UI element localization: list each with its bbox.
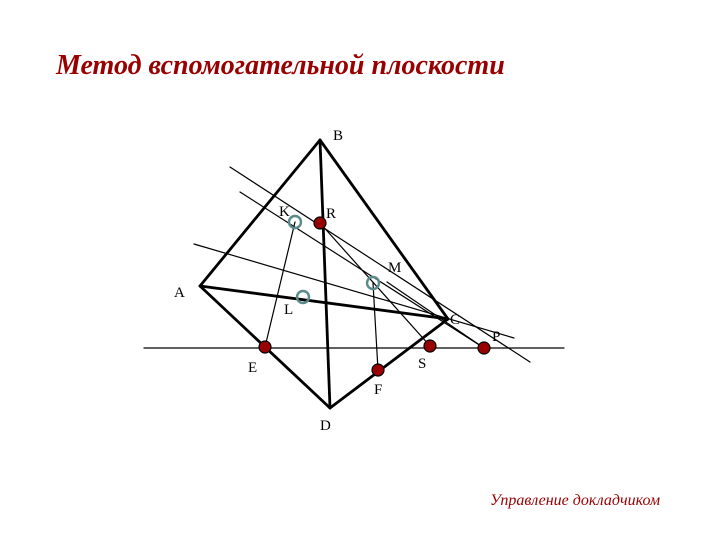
label-A: A xyxy=(174,285,185,302)
label-D: D xyxy=(320,418,331,435)
label-K: K xyxy=(279,204,290,221)
label-R: R xyxy=(326,206,336,223)
label-L: L xyxy=(284,302,293,319)
label-S: S xyxy=(418,356,426,373)
label-C: C xyxy=(450,312,460,329)
geometry-diagram xyxy=(0,0,720,540)
label-E: E xyxy=(248,360,257,377)
label-M: M xyxy=(388,260,401,277)
label-B: B xyxy=(333,128,343,145)
label-F: F xyxy=(374,382,382,399)
label-P: P xyxy=(492,329,500,346)
